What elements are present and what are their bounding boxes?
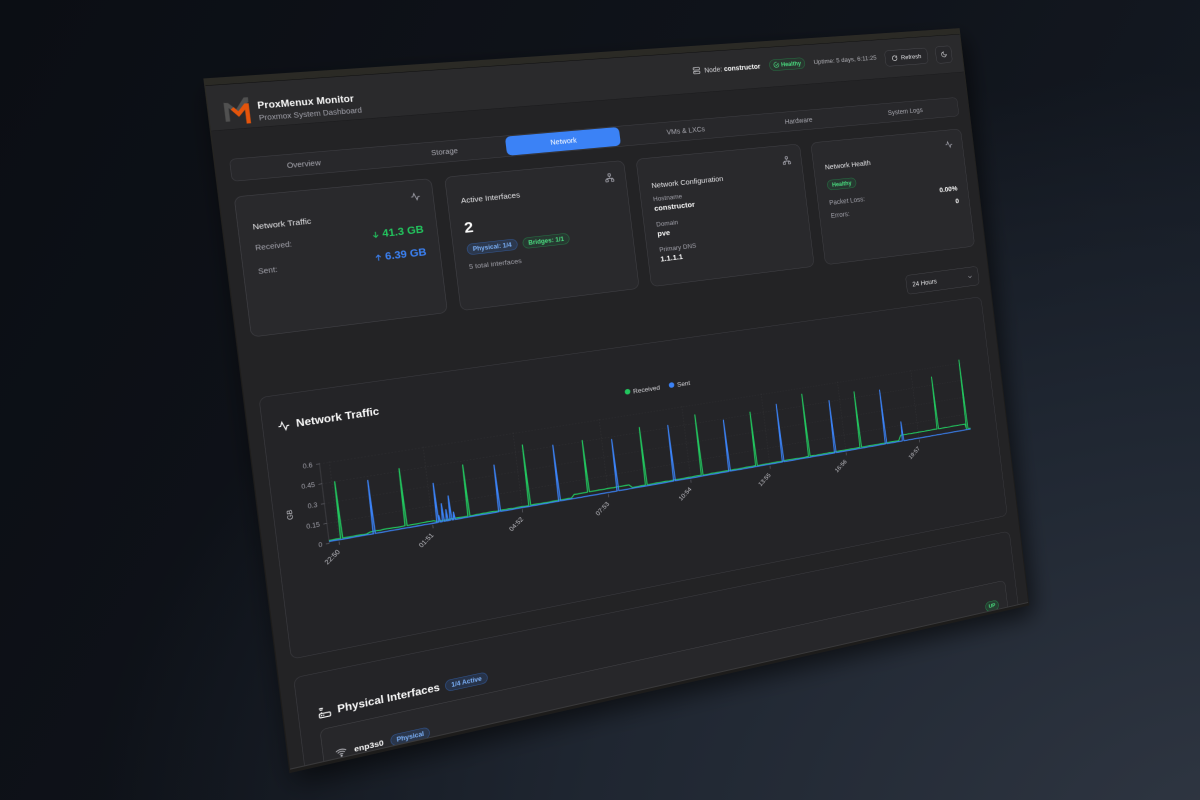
svg-text:16:56: 16:56 xyxy=(833,458,848,474)
svg-text:01:51: 01:51 xyxy=(417,531,435,549)
svg-text:04:52: 04:52 xyxy=(507,515,525,532)
svg-text:22:50: 22:50 xyxy=(323,548,342,566)
svg-text:13:55: 13:55 xyxy=(757,472,773,488)
svg-text:0.15: 0.15 xyxy=(306,521,321,531)
svg-text:GB: GB xyxy=(285,509,295,521)
svg-text:10:54: 10:54 xyxy=(677,486,693,503)
svg-text:0.3: 0.3 xyxy=(307,502,318,511)
svg-text:0.45: 0.45 xyxy=(301,482,316,491)
svg-text:07:53: 07:53 xyxy=(594,500,611,517)
svg-text:0.6: 0.6 xyxy=(302,462,313,471)
svg-text:19:57: 19:57 xyxy=(907,445,921,461)
svg-text:0: 0 xyxy=(318,541,323,549)
